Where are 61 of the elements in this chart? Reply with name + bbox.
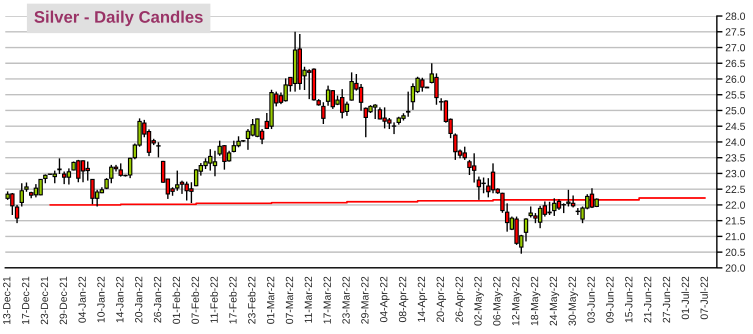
x-tick-label: 04-Apr-22 bbox=[380, 276, 390, 322]
y-tick-label: 22.5 bbox=[726, 186, 746, 194]
y-tick-label: 26.0 bbox=[726, 75, 746, 83]
x-tick-label: 07-Feb-22 bbox=[191, 276, 199, 324]
y-tick-label: 28.0 bbox=[726, 12, 746, 20]
x-tick-label: 23-Mar-22 bbox=[342, 276, 350, 324]
x-tick-label: 11-Feb-22 bbox=[210, 276, 218, 323]
y-tick-label: 23.5 bbox=[726, 154, 746, 162]
y-tick-label: 20.0 bbox=[726, 264, 746, 272]
x-tick-label: 07-Mar-22 bbox=[286, 276, 294, 324]
x-tick-label: 13-Dec-21 bbox=[3, 276, 10, 324]
x-tick-label: 03-Jun-22 bbox=[587, 276, 595, 323]
x-tick-label: 07-Jul-22 bbox=[700, 276, 708, 320]
y-tick-label: 27.0 bbox=[726, 44, 746, 52]
x-tick-label: 01-Jul-22 bbox=[681, 276, 690, 320]
x-tick-label: 23-Dec-21 bbox=[40, 276, 48, 324]
x-tick-label: 11-Mar-22 bbox=[304, 276, 312, 323]
y-tick-label: 20.5 bbox=[726, 248, 746, 256]
x-tick-label: 29-Mar-22 bbox=[361, 276, 369, 324]
y-tick-label: 26.5 bbox=[726, 60, 746, 68]
candlestick bbox=[392, 122, 396, 135]
x-tick-label: 23-Feb-22 bbox=[248, 276, 256, 324]
candlestick bbox=[57, 158, 62, 175]
y-tick-label: 24.5 bbox=[726, 122, 746, 130]
x-tick-label: 17-Dec-21 bbox=[22, 276, 30, 324]
x-tick-label: 15-Jun-22 bbox=[625, 276, 632, 322]
y-tick-label: 21.5 bbox=[726, 217, 746, 225]
x-tick-label: 01-Feb-22 bbox=[172, 276, 180, 324]
x-tick-label: 26-Apr-22 bbox=[455, 276, 465, 322]
x-tick-label: 08-Apr-22 bbox=[398, 276, 408, 322]
y-tick-label: 24.0 bbox=[726, 138, 746, 146]
y-tick-label: 22.0 bbox=[726, 201, 746, 209]
x-tick-label: 18-May-22 bbox=[530, 276, 540, 326]
x-tick-label: 06-May-22 bbox=[493, 276, 503, 326]
y-tick-label: 25.5 bbox=[726, 91, 746, 99]
x-tick-label: 04-Jan-22 bbox=[78, 276, 86, 323]
y-tick-label: 21.0 bbox=[726, 232, 746, 240]
x-tick-label: 24-May-22 bbox=[550, 276, 560, 326]
x-tick-label: 17-Mar-22 bbox=[323, 276, 331, 324]
x-tick-label: 12-May-22 bbox=[512, 276, 522, 326]
x-tick-label: 17-Feb-22 bbox=[228, 276, 237, 324]
candlestick bbox=[20, 182, 24, 208]
x-tick-label: 10-Jan-22 bbox=[97, 276, 105, 322]
x-tick-label: 20-Apr-22 bbox=[436, 276, 446, 322]
x-tick-label: 14-Jan-22 bbox=[116, 276, 124, 322]
x-tick-label: 02-May-22 bbox=[474, 276, 484, 326]
chart-title: Silver - Daily Candles bbox=[34, 10, 203, 26]
x-tick-label: 14-Apr-22 bbox=[418, 276, 428, 322]
y-tick-label: 27.5 bbox=[726, 28, 746, 36]
candlestick bbox=[14, 204, 20, 224]
x-tick-label: 30-May-22 bbox=[568, 276, 578, 326]
x-tick-label: 09-Jun-22 bbox=[606, 276, 614, 323]
x-tick-label: 27-Jun-22 bbox=[662, 276, 670, 323]
y-tick-label: 25.0 bbox=[726, 106, 746, 114]
x-tick-label: 29-Dec-21 bbox=[60, 276, 67, 324]
x-tick-label: 26-Jan-22 bbox=[154, 276, 162, 323]
x-tick-label: 21-Jun-22 bbox=[644, 276, 652, 323]
candlestick bbox=[524, 217, 528, 242]
y-tick-label: 23.0 bbox=[726, 170, 746, 178]
x-tick-label: 01-Mar-22 bbox=[266, 276, 274, 324]
x-tick-label: 20-Jan-22 bbox=[134, 276, 142, 323]
